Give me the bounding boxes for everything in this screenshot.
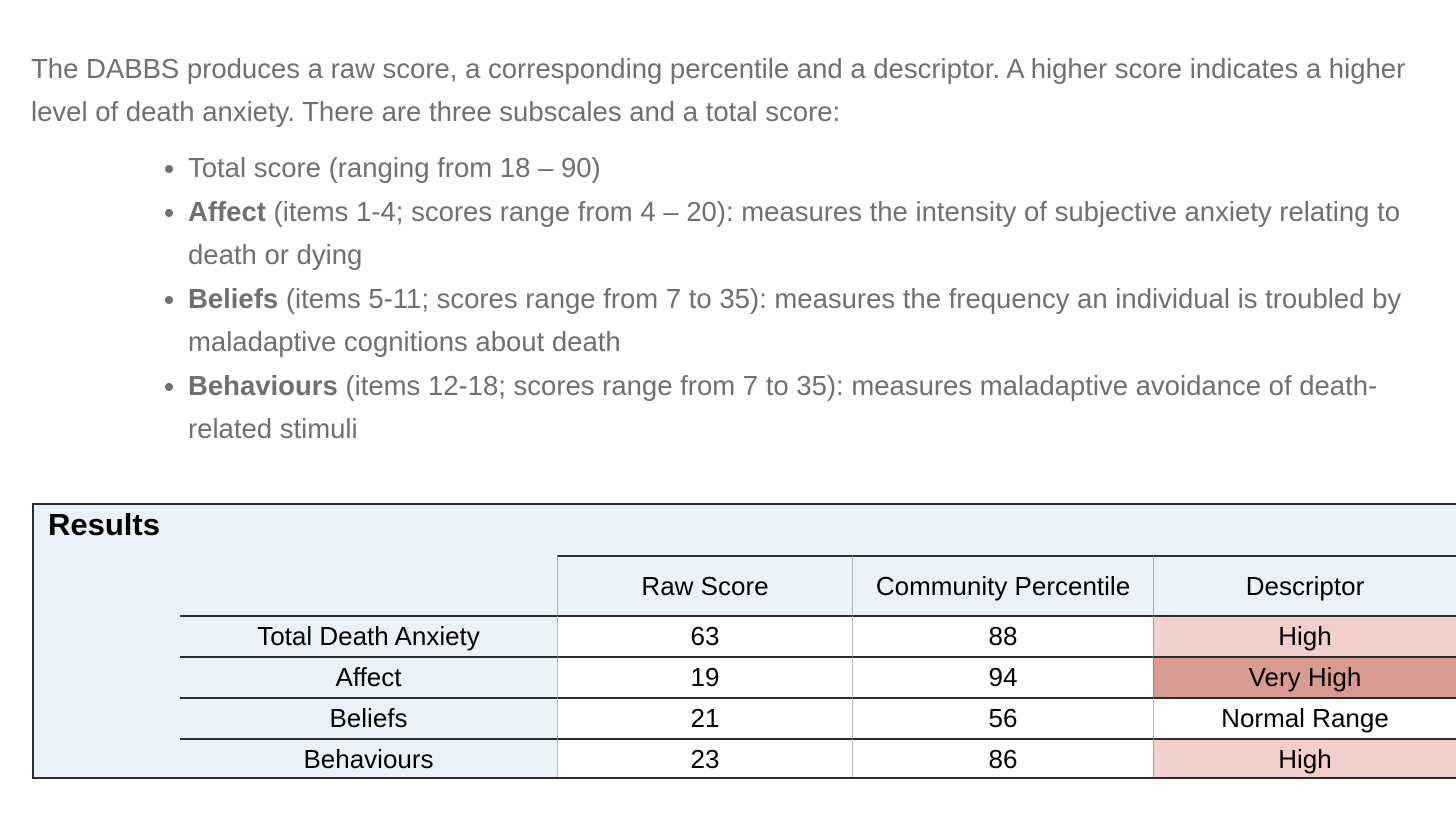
list-item-affect: Affect (items 1-4; scores range from 4 –… bbox=[188, 190, 1440, 277]
descriptor-value: High bbox=[1153, 738, 1456, 777]
list-item-total-score: Total score (ranging from 18 – 90) bbox=[188, 146, 1440, 190]
raw-score-value: 63 bbox=[557, 615, 852, 656]
row-label: Beliefs bbox=[180, 697, 557, 738]
list-item-beliefs: Beliefs (items 5-11; scores range from 7… bbox=[188, 277, 1440, 364]
community-percentile-value: 88 bbox=[852, 615, 1153, 656]
list-item-text: (items 1-4; scores range from 4 – 20): m… bbox=[188, 195, 1401, 271]
header-spacer-cell bbox=[180, 555, 557, 615]
column-header-community-percentile: Community Percentile bbox=[852, 555, 1153, 615]
row-label: Total Death Anxiety bbox=[180, 615, 557, 656]
list-item-bold-lead: Affect bbox=[188, 195, 266, 227]
descriptor-value: High bbox=[1153, 615, 1456, 656]
row-label: Behaviours bbox=[180, 738, 557, 777]
list-item-behaviours: Behaviours (items 12-18; scores range fr… bbox=[188, 364, 1440, 451]
list-item-text: Total score (ranging from 18 – 90) bbox=[188, 152, 601, 183]
results-grid: Raw Score Community Percentile Descripto… bbox=[180, 555, 1456, 777]
results-table: Results Raw Score Community Percentile D… bbox=[32, 503, 1456, 779]
list-item-bold-lead: Behaviours bbox=[188, 369, 338, 401]
list-item-text: (items 5-11; scores range from 7 to 35):… bbox=[188, 282, 1402, 358]
descriptor-value: Normal Range bbox=[1153, 697, 1456, 738]
row-label: Affect bbox=[180, 656, 557, 697]
intro-paragraph: The DABBS produces a raw score, a corres… bbox=[31, 52, 1406, 127]
raw-score-value: 23 bbox=[557, 738, 852, 777]
results-title: Results bbox=[48, 507, 160, 542]
community-percentile-value: 56 bbox=[852, 697, 1153, 738]
community-percentile-value: 86 bbox=[852, 738, 1153, 777]
column-header-descriptor: Descriptor bbox=[1153, 555, 1456, 615]
community-percentile-value: 94 bbox=[852, 656, 1153, 697]
raw-score-value: 19 bbox=[557, 656, 852, 697]
descriptor-value: Very High bbox=[1153, 656, 1456, 697]
list-item-text: (items 12-18; scores range from 7 to 35)… bbox=[188, 369, 1378, 445]
subscale-list: Total score (ranging from 18 – 90) Affec… bbox=[166, 146, 1440, 451]
raw-score-value: 21 bbox=[557, 697, 852, 738]
column-header-raw-score: Raw Score bbox=[557, 555, 852, 615]
list-item-bold-lead: Beliefs bbox=[188, 282, 279, 314]
